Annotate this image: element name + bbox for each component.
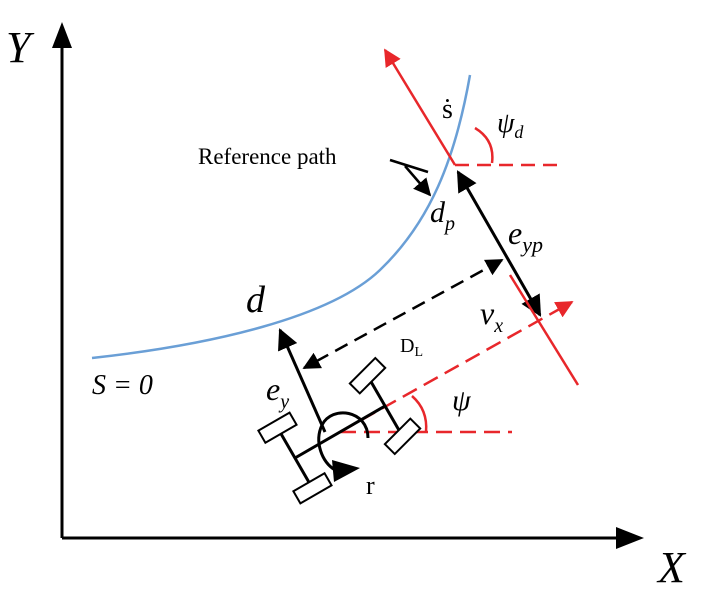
wheel-front-right bbox=[383, 417, 422, 456]
e-y-arrow bbox=[278, 328, 327, 433]
d-label: d bbox=[246, 279, 266, 321]
y-axis-label: Y bbox=[6, 23, 35, 72]
v-x-label: vx bbox=[480, 295, 503, 337]
psi-angle-arc bbox=[411, 395, 428, 433]
vehicle bbox=[257, 356, 422, 505]
reference-path-leader bbox=[389, 158, 429, 174]
wheel-rear-left bbox=[257, 411, 298, 445]
y-axis-arrowhead bbox=[52, 22, 72, 48]
d-p-label: dp bbox=[430, 196, 455, 235]
x-axis-label: X bbox=[656, 543, 687, 592]
d-l-label: DL bbox=[400, 335, 423, 360]
projection-red-line bbox=[508, 274, 580, 386]
e-yp-label: eyp bbox=[508, 215, 543, 257]
psi-d-label: ψd bbox=[497, 108, 524, 142]
reference-path-label: Reference path bbox=[198, 144, 337, 169]
psi-d-angle-arc bbox=[474, 126, 494, 164]
yaw-rate-arrowhead bbox=[332, 460, 360, 482]
e-yp-arrow bbox=[456, 170, 542, 317]
path-tangent-line bbox=[383, 48, 457, 166]
psi-label: ψ bbox=[452, 384, 472, 417]
s-dot-label: ṡ bbox=[442, 94, 453, 125]
reference-path-pointer bbox=[404, 165, 432, 197]
d-l-arrow bbox=[302, 258, 504, 370]
s-zero-label: S = 0 bbox=[92, 370, 153, 401]
yaw-rate-arc bbox=[317, 411, 370, 472]
r-label: r bbox=[366, 471, 375, 500]
wheel-rear-right bbox=[292, 471, 333, 505]
reference-path-curve bbox=[91, 74, 472, 360]
x-axis-arrowhead bbox=[616, 527, 644, 549]
e-y-label: ey bbox=[266, 371, 289, 413]
wheel-front-left bbox=[348, 356, 387, 395]
